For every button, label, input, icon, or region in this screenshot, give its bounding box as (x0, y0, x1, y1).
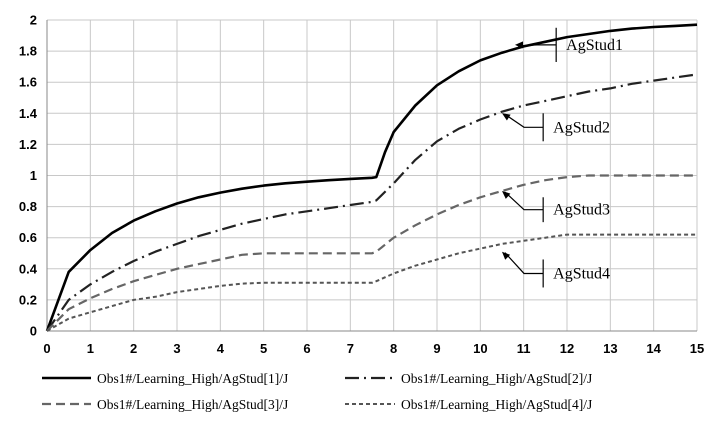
annotation-arrowhead (502, 113, 511, 121)
axes (46, 20, 697, 332)
legend-label: Obs1#/Learning_High/AgStud[2]/J (401, 371, 592, 386)
x-tick-labels: 0 1 2 3 4 5 6 7 8 9 10 11 12 13 14 15 (43, 341, 704, 356)
series-line-2 (46, 73, 698, 332)
annotation-4: AgStud4 (502, 251, 610, 288)
y-tick-label: 0.2 (19, 292, 37, 307)
x-tick-label: 15 (690, 341, 704, 356)
annotation-arrow-line (504, 252, 544, 275)
y-tick-label: 1 (30, 168, 37, 183)
y-tick-label: 1.2 (19, 137, 37, 152)
series-line-4 (46, 233, 697, 332)
x-tick-label: 5 (260, 341, 267, 356)
x-tick-label: 2 (130, 341, 137, 356)
x-tick-label: 7 (347, 341, 354, 356)
x-tick-label: 6 (303, 341, 310, 356)
x-tick-label: 10 (473, 341, 487, 356)
x-tick-label: 9 (433, 341, 440, 356)
x-tick-label: 11 (517, 341, 531, 356)
annotation-arrow-line (504, 191, 544, 211)
annotations: AgStud1 AgStud2 AgStud3 AgStud4 (502, 27, 623, 288)
x-tick-label: 1 (87, 341, 94, 356)
x-tick-label: 13 (603, 341, 617, 356)
y-tick-label: 1.4 (19, 106, 38, 121)
x-tick-label: 0 (43, 341, 50, 356)
legend-entry-3: Obs1#/Learning_High/AgStud[3]/J (42, 397, 288, 412)
legend-entry-4: Obs1#/Learning_High/AgStud[4]/J (345, 397, 592, 412)
annotation-arrow-line (517, 44, 557, 47)
x-tick-label: 12 (560, 341, 574, 356)
annotation-label: AgStud3 (553, 202, 610, 219)
annotation-label: AgStud1 (566, 37, 623, 54)
annotation-1: AgStud1 (515, 27, 623, 62)
annotation-arrow-line (504, 113, 544, 128)
annotation-arrowhead (502, 191, 511, 199)
x-tick-label: 4 (217, 341, 225, 356)
series-lines (45, 23, 698, 332)
x-tick-label: 3 (173, 341, 180, 356)
grid (46, 19, 698, 332)
annotation-label: AgStud2 (553, 119, 610, 136)
legend-entry-2: Obs1#/Learning_High/AgStud[2]/J (345, 371, 592, 386)
y-tick-label: 1.8 (19, 44, 37, 59)
annotation-3: AgStud3 (502, 191, 610, 223)
legend-label: Obs1#/Learning_High/AgStud[3]/J (97, 397, 288, 412)
legend-label: Obs1#/Learning_High/AgStud[4]/J (401, 397, 592, 412)
legend: Obs1#/Learning_High/AgStud[1]/J Obs1#/Lea… (42, 371, 592, 412)
annotation-label: AgStud4 (553, 265, 610, 282)
legend-label: Obs1#/Learning_High/AgStud[1]/J (97, 371, 288, 386)
series-line-1 (45, 23, 698, 332)
series-line-3 (46, 174, 697, 332)
legend-entry-1: Obs1#/Learning_High/AgStud[1]/J (42, 371, 288, 386)
annotation-arrowhead (515, 41, 523, 49)
x-tick-label: 8 (390, 341, 397, 356)
annotation-2: AgStud2 (502, 113, 610, 142)
y-tick-label: 0.4 (19, 261, 38, 276)
y-tick-label: 2 (30, 13, 37, 28)
x-tick-label: 14 (646, 341, 661, 356)
y-tick-label: 0.6 (19, 230, 37, 245)
y-tick-label: 1.6 (19, 75, 37, 90)
annotation-arrowhead (502, 251, 511, 260)
y-tick-label: 0.8 (19, 199, 37, 214)
y-tick-label: 0 (30, 324, 37, 339)
y-tick-labels: 0 0.2 0.4 0.6 0.8 1 1.2 1.4 1.6 1.8 2 (19, 13, 38, 339)
